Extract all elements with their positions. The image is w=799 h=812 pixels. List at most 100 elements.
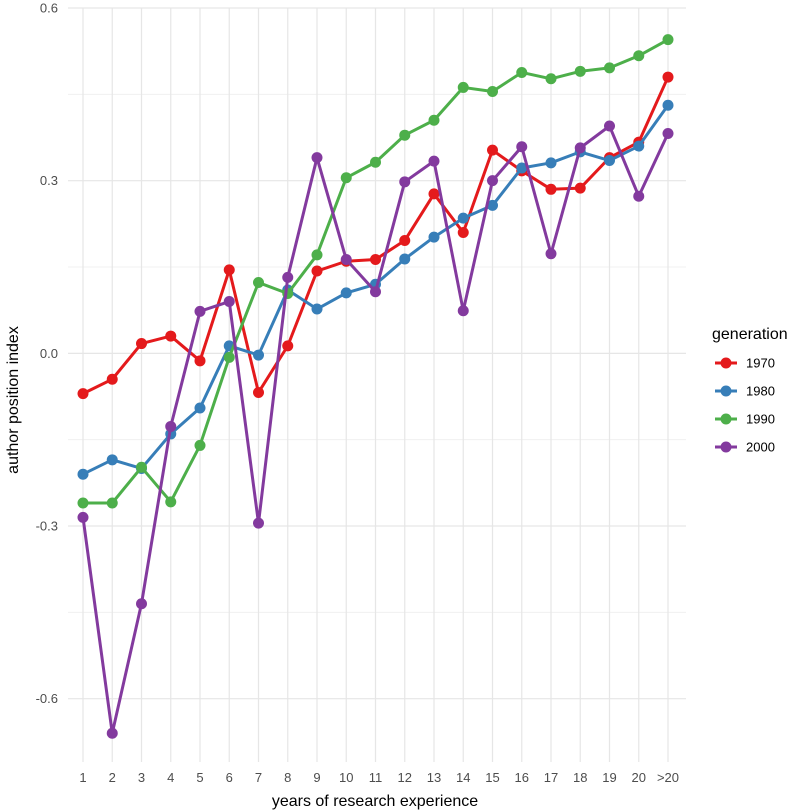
- data-point: [545, 248, 557, 260]
- legend-label: 1990: [746, 412, 775, 427]
- data-point: [428, 188, 440, 200]
- data-point: [106, 373, 118, 385]
- data-point: [311, 303, 323, 315]
- data-point: [428, 155, 440, 167]
- data-point: [457, 81, 469, 93]
- data-point: [136, 338, 147, 350]
- data-point: [311, 152, 323, 164]
- data-point: [399, 176, 411, 188]
- legend-marker: [720, 385, 732, 397]
- series-1990: [77, 34, 674, 509]
- data-point: [311, 265, 323, 277]
- data-point: [194, 355, 206, 367]
- data-point: [282, 271, 294, 283]
- data-point: [340, 287, 352, 299]
- data-point: [194, 439, 206, 451]
- data-point: [370, 156, 381, 168]
- grid: [68, 7, 686, 762]
- data-point: [165, 496, 177, 508]
- x-tick-label: 4: [167, 770, 174, 785]
- x-tick-label: 7: [255, 770, 262, 785]
- data-point: [136, 598, 147, 610]
- data-point: [399, 253, 411, 265]
- x-tick-label: 15: [485, 770, 499, 785]
- x-tick-label: 17: [544, 770, 558, 785]
- data-point: [604, 155, 615, 167]
- y-tick-label: 0.3: [40, 173, 58, 188]
- y-tick-label: 0.0: [40, 346, 58, 361]
- data-point: [106, 454, 118, 466]
- x-tick-label: 1: [79, 770, 86, 785]
- data-point: [77, 497, 89, 509]
- legend-label: 1980: [746, 384, 775, 399]
- data-point: [223, 351, 235, 363]
- data-point: [457, 305, 469, 317]
- data-point: [574, 142, 586, 154]
- data-point: [194, 305, 206, 317]
- data-point: [516, 66, 528, 78]
- data-point: [662, 127, 674, 139]
- legend: generation 1970 1980 1990 2000: [712, 326, 788, 455]
- legend-item-1990: 1990: [715, 412, 775, 427]
- data-point: [662, 99, 674, 111]
- data-point: [223, 296, 235, 308]
- data-point: [428, 231, 440, 243]
- data-point: [340, 254, 352, 266]
- legend-label: 1970: [746, 356, 775, 371]
- data-point: [194, 402, 206, 414]
- data-point: [77, 468, 89, 480]
- legend-item-1980: 1980: [715, 384, 775, 399]
- data-point: [77, 511, 89, 523]
- data-point: [399, 235, 411, 247]
- x-tick-label: 9: [313, 770, 320, 785]
- data-point: [282, 340, 294, 352]
- data-point: [106, 497, 118, 509]
- x-tick-label: 10: [339, 770, 353, 785]
- series-1980: [77, 99, 674, 480]
- data-point: [165, 420, 177, 432]
- x-tick-label: 13: [427, 770, 441, 785]
- data-point: [370, 286, 381, 298]
- x-tick-label: 14: [456, 770, 470, 785]
- x-tick-label: 20: [632, 770, 646, 785]
- data-point: [106, 727, 118, 739]
- legend-title: generation: [712, 326, 788, 343]
- x-tick-label: 12: [398, 770, 412, 785]
- x-tick-label: 5: [196, 770, 203, 785]
- data-point: [633, 50, 645, 62]
- x-tick-label: 2: [109, 770, 116, 785]
- data-point: [457, 226, 469, 238]
- data-point: [428, 114, 440, 126]
- data-point: [340, 172, 352, 184]
- data-point: [633, 190, 645, 202]
- data-point: [516, 141, 528, 153]
- legend-marker: [720, 357, 732, 369]
- data-point: [370, 254, 381, 266]
- data-point: [77, 388, 89, 400]
- y-tick-label: 0.6: [40, 1, 58, 16]
- legend-item-2000: 2000: [715, 440, 775, 455]
- y-tick-labels: -0.6 -0.3 0.0 0.3 0.6: [36, 1, 58, 707]
- data-point: [604, 120, 615, 132]
- data-point: [399, 129, 411, 141]
- data-point: [516, 162, 528, 174]
- series-layer: [77, 34, 674, 739]
- data-point: [223, 264, 235, 276]
- data-point: [487, 199, 498, 211]
- data-point: [165, 330, 177, 342]
- x-tick-label: 11: [369, 770, 383, 785]
- data-point: [136, 461, 147, 473]
- data-point: [545, 183, 557, 195]
- y-tick-label: -0.3: [36, 519, 58, 534]
- data-point: [487, 85, 498, 97]
- x-tick-label: >20: [657, 770, 679, 785]
- x-tick-label: 3: [138, 770, 145, 785]
- data-point: [662, 71, 674, 83]
- x-tick-label: 16: [515, 770, 529, 785]
- x-tick-label: 18: [573, 770, 587, 785]
- data-point: [253, 386, 264, 398]
- data-point: [253, 517, 264, 529]
- data-point: [574, 182, 586, 194]
- data-point: [487, 144, 498, 156]
